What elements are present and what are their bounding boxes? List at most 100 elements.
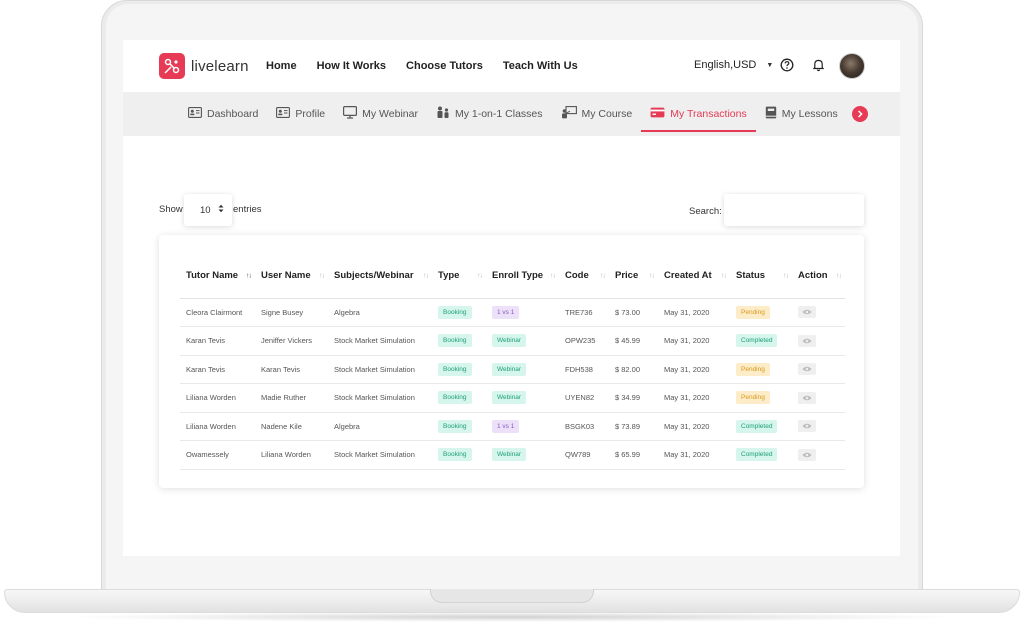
entries-select[interactable]: 10 bbox=[184, 194, 232, 226]
tutor-student-icon bbox=[436, 106, 450, 122]
column-header-label: Enroll Type bbox=[492, 270, 544, 282]
action-cell bbox=[792, 440, 845, 470]
eye-icon bbox=[802, 424, 812, 429]
created-at-cell: May 31, 2020 bbox=[658, 383, 730, 413]
column-header[interactable]: Tutor Name ↑↓ bbox=[180, 255, 255, 299]
language-selector[interactable]: English,USD ▼ bbox=[694, 59, 773, 71]
subject-cell: Algebra bbox=[328, 412, 432, 441]
action-cell bbox=[792, 298, 845, 327]
column-header[interactable]: Action ↑↓ bbox=[792, 255, 845, 299]
tutor-name-cell: Liliana Worden bbox=[180, 412, 255, 441]
column-header-label: Code bbox=[565, 270, 589, 282]
tab-profile[interactable]: Profile bbox=[267, 92, 334, 136]
user-name-cell: Jeniffer Vickers bbox=[255, 326, 328, 356]
enroll-badge: 1 vs 1 bbox=[492, 419, 520, 433]
action-cell bbox=[792, 355, 845, 384]
nav-choose-tutors[interactable]: Choose Tutors bbox=[406, 60, 483, 72]
view-button[interactable] bbox=[798, 448, 816, 461]
transactions-card: Tutor Name ↑↓ User Name ↑↓ Subjects/Webinar ↑… bbox=[159, 235, 864, 488]
language-label: English,USD bbox=[694, 59, 757, 71]
view-button[interactable] bbox=[798, 363, 816, 376]
action-cell bbox=[792, 412, 845, 441]
tab-my-1-on-1-classes[interactable]: My 1-on-1 Classes bbox=[427, 92, 552, 136]
column-header[interactable]: Price ↑↓ bbox=[609, 255, 658, 299]
tab-my-webinar[interactable]: My Webinar bbox=[334, 92, 427, 136]
created-at-cell: May 31, 2020 bbox=[658, 412, 730, 441]
subject-cell: Stock Market Simulation bbox=[328, 440, 432, 470]
column-header[interactable]: Subjects/Webinar ↑↓ bbox=[328, 255, 432, 299]
tab-label: My Transactions bbox=[670, 108, 747, 120]
eye-icon bbox=[802, 338, 812, 343]
monitor-icon bbox=[343, 106, 358, 122]
user-name-cell: Liliana Worden bbox=[255, 440, 328, 470]
entries-value: 10 bbox=[200, 204, 211, 216]
view-button[interactable] bbox=[798, 391, 816, 404]
chevron-right-icon[interactable] bbox=[852, 106, 868, 122]
dashboard-tabs: Dashboard Profile My Webinar My 1-on-1 C… bbox=[123, 92, 900, 136]
enroll-type-cell: 1 vs 1 bbox=[486, 412, 559, 441]
nav-teach-with-us[interactable]: Teach With Us bbox=[502, 60, 578, 72]
entries-label: entries bbox=[233, 204, 262, 215]
column-header[interactable]: Code ↑↓ bbox=[559, 255, 609, 299]
column-header[interactable]: Created At ↑↓ bbox=[658, 255, 730, 299]
nav-how-it-works[interactable]: How It Works bbox=[316, 60, 387, 72]
table-row: Cleora Clairmont Signe Busey Algebra Bookin… bbox=[180, 298, 845, 327]
sort-arrows-icon: ↑↓ bbox=[649, 272, 655, 280]
eye-icon bbox=[802, 367, 812, 372]
tab-label: Profile bbox=[295, 108, 326, 120]
created-at-cell: May 31, 2020 bbox=[658, 440, 730, 470]
column-header-label: Created At bbox=[664, 270, 712, 282]
view-button[interactable] bbox=[798, 420, 816, 433]
column-header[interactable]: Enroll Type ↑↓ bbox=[486, 255, 559, 299]
sort-arrows-icon: ↑↓ bbox=[836, 272, 842, 280]
tutor-name-cell: Karan Tevis bbox=[180, 326, 255, 356]
enroll-badge: Webinar bbox=[492, 334, 527, 348]
view-button[interactable] bbox=[798, 334, 816, 347]
bell-icon[interactable] bbox=[810, 57, 826, 73]
table-body: Cleora Clairmont Signe Busey Algebra Bookin… bbox=[180, 298, 845, 470]
created-at-cell: May 31, 2020 bbox=[658, 355, 730, 384]
code-cell: FDH538 bbox=[559, 355, 609, 384]
column-header-label: User Name bbox=[261, 270, 311, 282]
type-cell: Booking bbox=[432, 326, 486, 356]
status-badge: Completed bbox=[736, 419, 778, 433]
column-header-label: Tutor Name bbox=[186, 270, 239, 282]
code-cell: TRE736 bbox=[559, 298, 609, 327]
price-cell: $ 73.89 bbox=[609, 412, 658, 441]
search-input[interactable] bbox=[724, 194, 864, 226]
help-icon[interactable] bbox=[779, 57, 795, 73]
main-nav: Home How It Works Choose Tutors Teach Wi… bbox=[266, 60, 578, 72]
avatar[interactable] bbox=[839, 53, 865, 79]
enroll-type-cell: Webinar bbox=[486, 355, 559, 384]
column-header[interactable]: Type ↑↓ bbox=[432, 255, 486, 299]
tab-my-course[interactable]: My Course bbox=[552, 92, 642, 136]
sort-arrows-icon: ↑↓ bbox=[783, 272, 789, 280]
enroll-type-cell: Webinar bbox=[486, 383, 559, 413]
tab-label: My Course bbox=[581, 108, 633, 120]
caret-down-icon: ▼ bbox=[766, 61, 774, 69]
eye-icon bbox=[802, 452, 812, 457]
status-cell: Pending bbox=[730, 298, 792, 327]
type-cell: Booking bbox=[432, 383, 486, 413]
sort-arrows-icon: ↑↓ bbox=[246, 272, 252, 280]
nav-home[interactable]: Home bbox=[266, 60, 297, 72]
status-badge: Pending bbox=[736, 362, 770, 376]
column-header-label: Type bbox=[438, 270, 460, 282]
enroll-badge: 1 vs 1 bbox=[492, 305, 520, 319]
price-cell: $ 73.00 bbox=[609, 298, 658, 327]
eye-icon bbox=[802, 310, 812, 315]
view-button[interactable] bbox=[798, 306, 816, 319]
header: livelearn Home How It Works Choose Tutor… bbox=[123, 40, 900, 92]
id-card-icon bbox=[188, 107, 202, 121]
tab-my-lessons[interactable]: My Lessons bbox=[756, 92, 847, 136]
column-header-label: Status bbox=[736, 270, 766, 282]
logo[interactable]: livelearn bbox=[159, 53, 249, 79]
transactions-table: Tutor Name ↑↓ User Name ↑↓ Subjects/Webinar ↑… bbox=[180, 255, 845, 470]
created-at-cell: May 31, 2020 bbox=[658, 298, 730, 327]
enroll-type-cell: Webinar bbox=[486, 440, 559, 470]
tab-my-transactions[interactable]: My Transactions bbox=[641, 92, 757, 136]
table-row: Liliana Worden Nadene Kile Algebra Booking 1… bbox=[180, 412, 845, 441]
column-header[interactable]: Status ↑↓ bbox=[730, 255, 792, 299]
tab-dashboard[interactable]: Dashboard bbox=[179, 92, 267, 136]
column-header[interactable]: User Name ↑↓ bbox=[255, 255, 328, 299]
